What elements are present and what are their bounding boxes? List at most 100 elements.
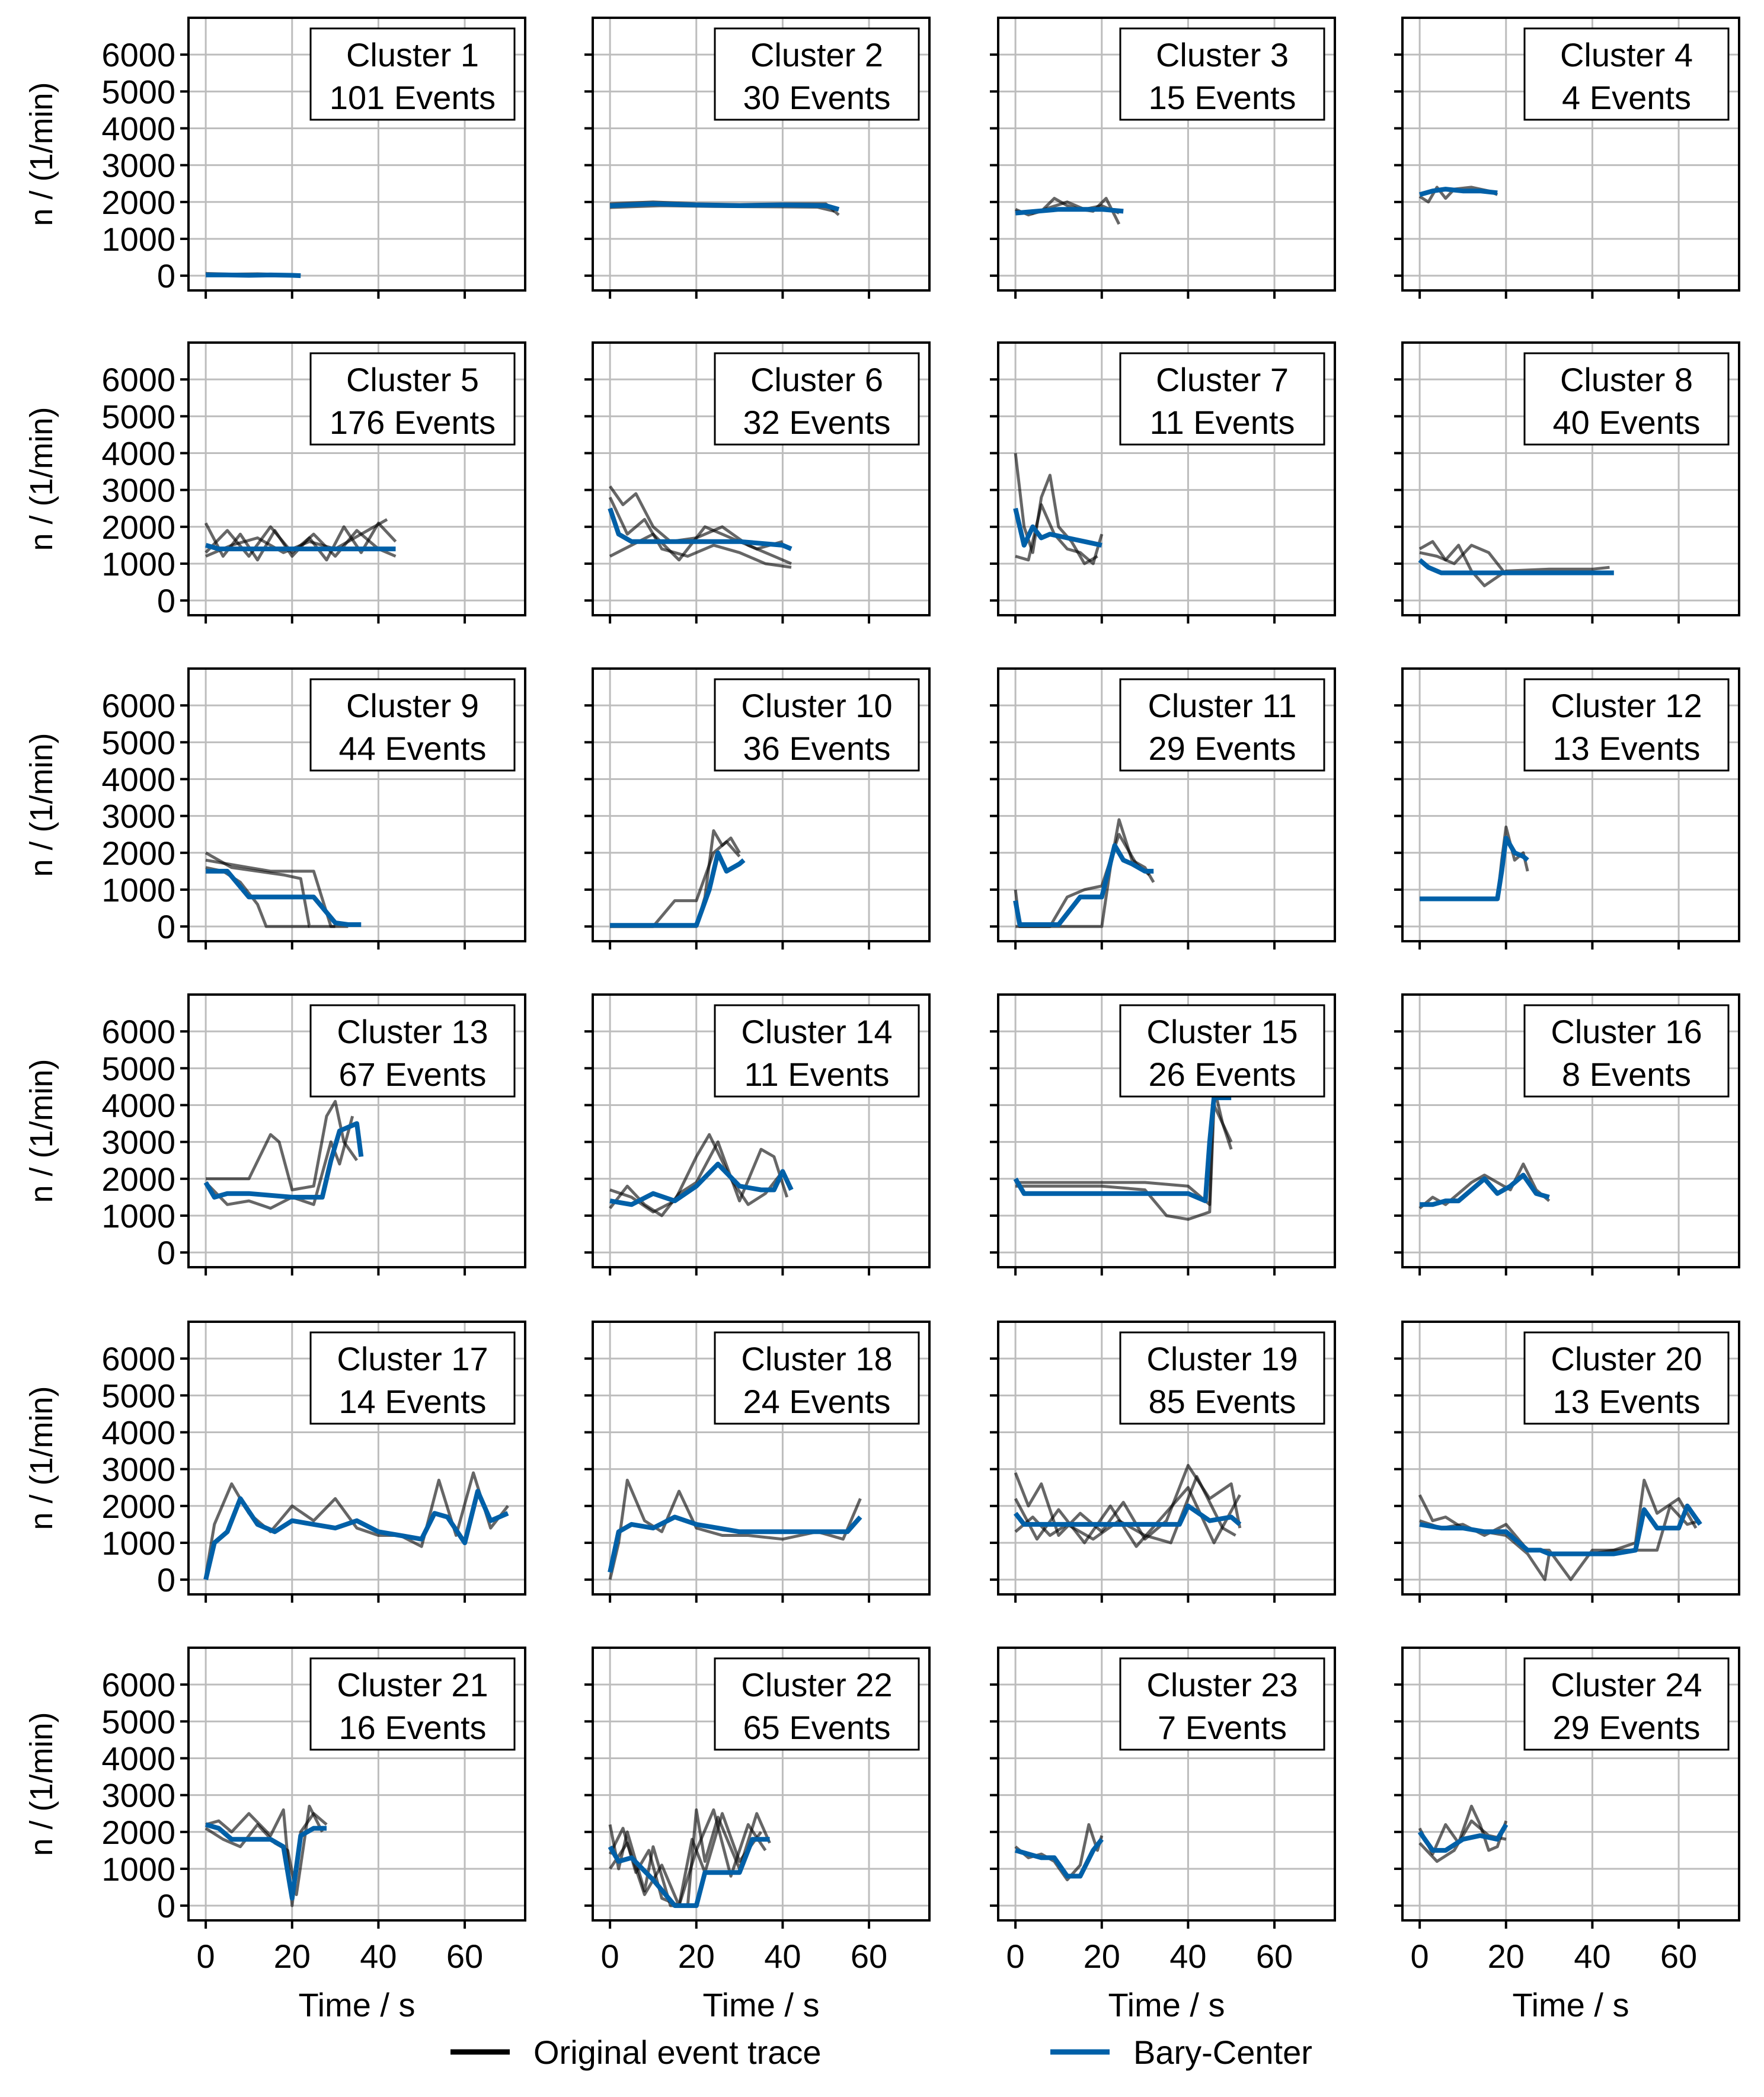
cluster-label-box	[1523, 352, 1730, 446]
bary-center-line	[1417, 1823, 1509, 1853]
event-trace-line	[1015, 1085, 1233, 1206]
cluster-event-count: 30 Events	[743, 79, 890, 116]
cluster-label-box	[714, 1331, 920, 1425]
panel-frame	[997, 993, 1336, 1268]
event-trace-line	[1014, 453, 1098, 565]
y-tick-label: 6000	[101, 687, 175, 724]
cluster-title: Cluster 13	[337, 1013, 488, 1050]
panel-frame	[187, 1321, 526, 1596]
cluster-label-box	[309, 1657, 516, 1751]
cluster-label-box	[309, 352, 516, 446]
bary-center-line	[609, 201, 840, 212]
x-tick-label: 20	[1488, 1938, 1525, 1975]
x-tick-label: 60	[1660, 1938, 1697, 1975]
cluster-title: Cluster 12	[1551, 687, 1702, 724]
y-tick-label: 6000	[101, 1013, 175, 1050]
cluster-label-box	[714, 678, 920, 772]
bary-center-line	[1420, 835, 1529, 902]
cluster-event-count: 65 Events	[743, 1709, 890, 1746]
cluster-event-count: 15 Events	[1148, 79, 1296, 116]
x-tick-label: 60	[1256, 1938, 1293, 1975]
cluster-label-box	[714, 1657, 920, 1751]
panel-frame	[997, 17, 1336, 292]
cluster-title: Cluster 15	[1146, 1013, 1298, 1050]
cluster-label-box	[309, 27, 516, 121]
y-tick-label: 5000	[101, 1050, 175, 1087]
y-axis-label: n / (1/min)	[24, 733, 59, 877]
x-axis-label: Time / s	[702, 1986, 819, 2024]
event-trace-line	[609, 1133, 784, 1214]
panel-frame	[592, 341, 931, 616]
x-tick-label: 20	[1084, 1938, 1120, 1975]
cluster-title: Cluster 16	[1551, 1013, 1702, 1050]
cluster-title: Cluster 10	[741, 687, 892, 724]
panel-7: Cluster 7 11 Events	[990, 341, 1336, 624]
x-tick-label: 60	[851, 1938, 887, 1975]
cluster-label-box	[1119, 1657, 1325, 1751]
panel-24: 0 20 40 60 Cluster 24 29 Events Time / s	[1394, 1647, 1740, 2024]
x-tick-label: 40	[360, 1938, 397, 1975]
cluster-event-count: 29 Events	[1148, 730, 1296, 767]
cluster-event-count: 11 Events	[1150, 404, 1295, 441]
legend-label-trace: Original event trace	[533, 2034, 822, 2071]
panel-19: Cluster 19 85 Events	[990, 1321, 1336, 1603]
bary-center-line	[608, 1514, 862, 1573]
cluster-event-count: 13 Events	[1552, 730, 1700, 767]
y-tick-label: 4000	[101, 1414, 175, 1451]
cluster-title: Cluster 23	[1146, 1666, 1298, 1703]
panel-frame	[592, 17, 931, 292]
cluster-title: Cluster 7	[1156, 361, 1289, 398]
y-tick-label: 2000	[101, 1488, 175, 1525]
cluster-event-count: 36 Events	[743, 730, 890, 767]
bary-center-line	[205, 543, 396, 552]
y-tick-label: 2000	[101, 1161, 175, 1198]
cluster-label-box	[714, 352, 920, 446]
y-tick-label: 1000	[101, 1197, 175, 1235]
event-trace-line	[609, 1812, 763, 1907]
cluster-label-box	[1119, 352, 1325, 446]
cluster-title: Cluster 20	[1551, 1340, 1702, 1377]
x-tick-label: 20	[274, 1938, 311, 1975]
y-tick-label: 4000	[101, 110, 175, 147]
cluster-title: Cluster 1	[346, 36, 479, 73]
y-tick-label: 6000	[101, 36, 175, 73]
y-tick-label: 2000	[101, 835, 175, 872]
cluster-event-count: 14 Events	[338, 1383, 486, 1420]
panel-20: Cluster 20 13 Events	[1394, 1321, 1740, 1603]
cluster-title: Cluster 14	[741, 1013, 892, 1050]
panel-4: Cluster 4 4 Events	[1394, 17, 1740, 299]
panel-frame	[592, 667, 931, 942]
cluster-title: Cluster 21	[337, 1666, 488, 1703]
cluster-label-box	[1523, 678, 1730, 772]
panel-frame	[1401, 667, 1740, 942]
panel-frame	[997, 341, 1336, 616]
cluster-label-box	[714, 1004, 920, 1098]
cluster-label-box	[309, 678, 516, 772]
cluster-label-box	[1523, 1004, 1730, 1098]
cluster-title: Cluster 9	[346, 687, 479, 724]
panel-frame	[1401, 17, 1740, 292]
cluster-event-count: 8 Events	[1562, 1056, 1691, 1093]
cluster-label-box	[1119, 678, 1325, 772]
cluster-title: Cluster 3	[1156, 36, 1289, 73]
x-tick-label: 60	[446, 1938, 483, 1975]
y-tick-label: 4000	[101, 434, 175, 472]
panel-frame	[1401, 993, 1740, 1268]
bary-center-line	[1013, 1095, 1232, 1204]
panel-6: Cluster 6 32 Events	[584, 341, 931, 624]
panel-15: Cluster 15 26 Events	[990, 993, 1336, 1276]
y-tick-label: 3000	[101, 798, 175, 835]
cluster-event-count: 101 Events	[330, 79, 496, 116]
x-tick-label: 20	[678, 1938, 715, 1975]
cluster-title: Cluster 22	[741, 1666, 892, 1703]
x-tick-label: 0	[197, 1938, 215, 1975]
bary-center-line	[203, 1121, 364, 1200]
y-tick-label: 1000	[101, 220, 175, 258]
x-tick-label: 0	[1411, 1938, 1429, 1975]
panel-11: Cluster 11 29 Events	[990, 667, 1336, 950]
cluster-event-count: 7 Events	[1158, 1709, 1287, 1746]
panel-frame	[997, 1647, 1336, 1922]
cluster-label-box	[309, 1004, 516, 1098]
